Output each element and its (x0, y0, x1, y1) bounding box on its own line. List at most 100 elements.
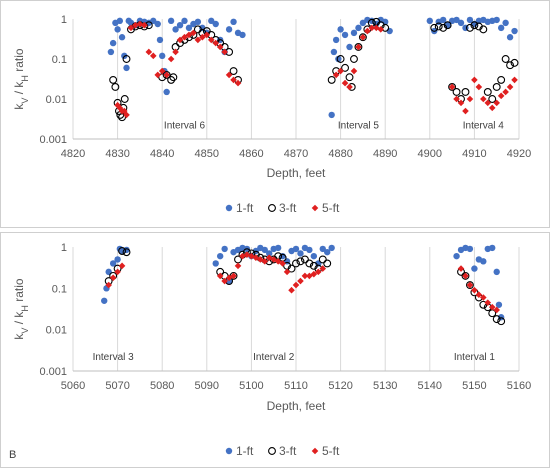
data-point-1-ft (457, 19, 465, 27)
data-point-1-ft (346, 43, 353, 51)
y-axis-label-part: k (12, 333, 26, 340)
legend: 1-ft 3-ft 5-ft (225, 444, 340, 458)
chart-panel-b: 5060 5070 5080 5090 5100 5110 5120 5130 5140 5150… (0, 232, 550, 468)
data-point-1-ft (107, 48, 115, 56)
data-point-3-ft (122, 55, 131, 63)
interval-annotation: Interval 3 (93, 352, 135, 363)
data-point-5-ft (145, 48, 153, 56)
x-axis-label: Depth, feet (267, 166, 326, 180)
data-point-3-ft (483, 88, 492, 96)
x-tick-label: 4860 (239, 148, 263, 160)
data-point-1-ft (330, 48, 338, 56)
data-point-5-ft (453, 95, 460, 103)
data-point-5-ft (216, 43, 224, 51)
data-point-5-ft (457, 265, 465, 272)
data-point-1-ft (439, 16, 447, 24)
legend-marker-1-ft (225, 447, 233, 455)
data-point-5-ft (221, 48, 228, 56)
y-axis-label-part: k (12, 81, 26, 88)
data-point-1-ft (172, 26, 179, 33)
data-point-3-ft (287, 264, 296, 273)
data-point-1-ft (502, 19, 509, 27)
data-point-3-ft (497, 75, 506, 84)
data-point-1-ft (324, 248, 331, 256)
data-point-5-ft (457, 99, 465, 107)
legend-marker-5-ft (311, 447, 319, 455)
x-tick-label: 5160 (507, 380, 531, 392)
x-tick-label: 5120 (328, 380, 352, 392)
x-tick-label: 4820 (61, 148, 85, 160)
x-tick-label: 4850 (195, 148, 219, 160)
data-point-1-ft (328, 244, 335, 252)
data-point-5-ft (466, 95, 474, 103)
series-1-ft (107, 16, 518, 119)
data-point-3-ft (430, 23, 439, 32)
data-point-1-ft (109, 39, 117, 47)
data-point-1-ft (154, 20, 161, 28)
data-point-1-ft (292, 245, 300, 253)
data-point-3-ft (461, 271, 470, 280)
data-point-5-ft (158, 67, 166, 75)
data-point-1-ft (337, 26, 344, 33)
data-point-5-ft (297, 277, 304, 285)
data-point-5-ft (346, 83, 353, 91)
data-point-3-ft (492, 83, 501, 91)
data-point-5-ft (203, 31, 211, 39)
data-point-5-ft (118, 262, 126, 270)
data-point-5-ft (493, 306, 500, 314)
y-axis-label-part: / (12, 88, 26, 98)
data-point-3-ft (296, 257, 305, 266)
data-point-3-ft (341, 63, 350, 72)
data-point-5-ft (488, 303, 496, 311)
data-point-1-ft (350, 29, 358, 37)
data-point-1-ft (466, 245, 474, 253)
y-tick-label: 0.1 (52, 283, 67, 295)
data-point-1-ft (497, 24, 505, 32)
data-point-5-ft (480, 95, 487, 103)
data-point-3-ft (354, 43, 363, 51)
series-5-ft (105, 251, 500, 314)
data-point-3-ft (470, 21, 479, 30)
data-point-3-ft (318, 255, 327, 264)
chart-svg: 5060 5070 5080 5090 5100 5110 5120 5130 5140 5150… (9, 242, 531, 461)
x-tick-label: 4880 (328, 148, 352, 160)
y-tick-label: 0.01 (46, 94, 67, 106)
data-point-1-ft (426, 17, 433, 25)
legend-label: 5-ft (322, 444, 340, 458)
data-point-3-ft (229, 67, 238, 75)
x-tick-label: 4920 (507, 148, 531, 160)
x-tick-label: 5070 (105, 380, 129, 392)
data-point-1-ft (185, 24, 193, 32)
y-axis-label-part: H (20, 305, 30, 312)
y-axis-label: kV / kH ratio (12, 48, 30, 110)
panel-label: B (9, 449, 16, 461)
data-point-5-ft (506, 83, 514, 91)
data-point-5-ft (181, 33, 188, 41)
data-point-1-ft (495, 301, 503, 308)
interval-annotation: Interval 5 (338, 120, 380, 131)
data-point-3-ft (122, 248, 131, 257)
y-axis-label-part: V (20, 98, 30, 104)
y-axis-label-part: H (20, 75, 30, 82)
y-tick-label: 0.01 (46, 325, 67, 337)
x-tick-label: 4890 (373, 148, 397, 160)
data-point-1-ft (506, 34, 514, 41)
x-axis-label: Depth, feet (267, 399, 326, 413)
x-tick-label: 4900 (418, 148, 442, 160)
data-point-1-ft (274, 244, 282, 252)
data-point-5-ft (114, 268, 121, 276)
data-point-1-ft (471, 265, 478, 272)
data-point-1-ft (489, 244, 496, 252)
data-point-1-ft (118, 34, 126, 41)
data-point-5-ft (149, 52, 157, 60)
data-point-5-ft (471, 286, 478, 294)
data-point-3-ft (305, 259, 314, 268)
data-point-1-ft (453, 252, 460, 260)
data-point-5-ft (493, 99, 500, 107)
legend-label: 5-ft (322, 201, 340, 215)
data-point-5-ft (207, 36, 215, 44)
series-3-ft (109, 17, 519, 122)
data-point-1-ft (297, 250, 304, 257)
x-tick-label: 5140 (418, 380, 442, 392)
data-point-3-ft (479, 25, 488, 34)
